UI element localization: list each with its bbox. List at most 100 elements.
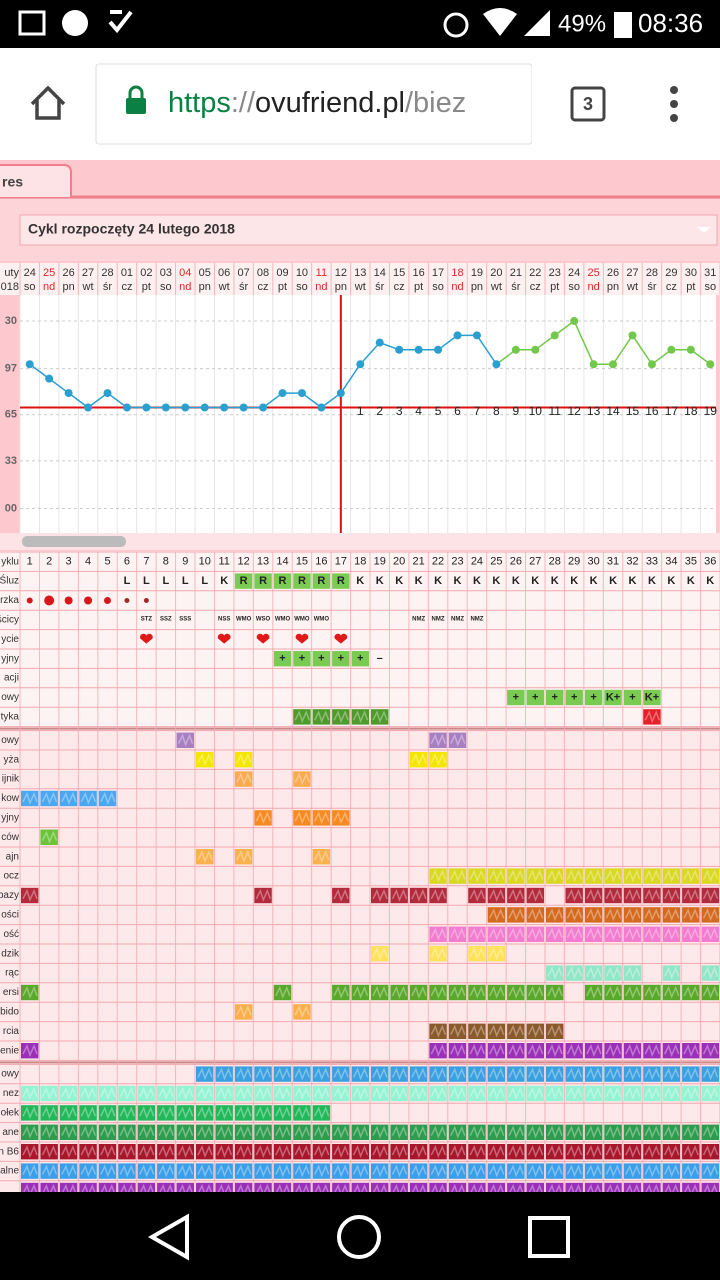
day-mark bbox=[409, 1144, 428, 1160]
cell-text: 32 bbox=[626, 556, 638, 568]
hatch bbox=[197, 850, 213, 864]
recents-button[interactable] bbox=[528, 1216, 570, 1258]
hatch bbox=[702, 1086, 719, 1100]
day-mark bbox=[546, 1163, 564, 1179]
day-mark bbox=[137, 1105, 156, 1121]
day-mark bbox=[371, 887, 389, 904]
hatch bbox=[586, 1044, 602, 1058]
hatch bbox=[80, 1086, 97, 1100]
day-mark bbox=[584, 926, 603, 942]
row-label: kow bbox=[1, 793, 20, 804]
day-mark bbox=[409, 1085, 428, 1102]
hatch bbox=[313, 1086, 330, 1100]
hatch bbox=[508, 1164, 524, 1178]
hatch bbox=[586, 869, 602, 883]
day-mark bbox=[643, 984, 661, 1001]
day-mark bbox=[448, 868, 467, 884]
temperature-point bbox=[317, 403, 326, 412]
hatch bbox=[236, 1106, 252, 1120]
day-mark bbox=[429, 752, 447, 768]
hatch bbox=[352, 985, 369, 999]
highlight-cell bbox=[273, 651, 292, 667]
day-mark bbox=[351, 1066, 369, 1082]
hatch bbox=[469, 1067, 485, 1081]
hatch bbox=[430, 888, 447, 902]
day-mark bbox=[701, 887, 719, 904]
day-mark bbox=[604, 868, 622, 884]
hatch bbox=[275, 1125, 291, 1139]
day-mark bbox=[429, 732, 447, 748]
day-mark bbox=[351, 984, 369, 1001]
cycle-select[interactable] bbox=[19, 214, 718, 246]
hatch bbox=[488, 1125, 505, 1139]
temperature-point bbox=[472, 331, 481, 340]
bleeding-icon bbox=[124, 598, 130, 603]
hatch bbox=[119, 1145, 135, 1159]
day-mark bbox=[448, 1163, 467, 1179]
date-day: 24 bbox=[568, 267, 580, 279]
cell-text: R bbox=[240, 575, 248, 587]
day-mark bbox=[701, 984, 719, 1001]
phase-day: 6 bbox=[454, 404, 461, 418]
home-button[interactable] bbox=[30, 85, 66, 120]
y-tick-label: 33 bbox=[5, 455, 17, 467]
hatch bbox=[391, 1067, 408, 1081]
hatch bbox=[547, 1145, 563, 1159]
hatch bbox=[625, 1044, 641, 1058]
day-mark bbox=[682, 1085, 700, 1102]
cell-text: 18 bbox=[354, 556, 366, 568]
hatch bbox=[663, 869, 680, 883]
day-mark bbox=[701, 926, 719, 942]
row-label: rąc bbox=[5, 968, 19, 979]
hatch bbox=[391, 1125, 408, 1139]
day-mark bbox=[701, 1066, 719, 1082]
scrollbar[interactable] bbox=[22, 536, 126, 547]
back-button[interactable] bbox=[147, 1213, 189, 1261]
day-mark bbox=[487, 946, 506, 962]
hatch bbox=[527, 1067, 544, 1081]
row-label: ości bbox=[1, 910, 19, 921]
cell-text: K bbox=[570, 575, 578, 587]
temperature-point bbox=[84, 403, 93, 412]
day-mark bbox=[273, 1124, 292, 1140]
hatch bbox=[488, 985, 505, 999]
tab-switcher[interactable] bbox=[570, 86, 606, 122]
hatch bbox=[488, 927, 505, 941]
hatch bbox=[625, 1125, 641, 1139]
cell-text: K+ bbox=[606, 691, 620, 703]
date-day: 27 bbox=[626, 267, 638, 279]
day-mark bbox=[526, 1085, 544, 1102]
date-weekday: so bbox=[704, 281, 716, 293]
day-mark bbox=[21, 1043, 39, 1059]
hatch bbox=[177, 1145, 194, 1159]
scroll-track bbox=[0, 533, 720, 550]
day-mark bbox=[254, 810, 272, 826]
hatch bbox=[663, 1067, 680, 1081]
day-mark bbox=[409, 1124, 428, 1140]
app-icon bbox=[62, 10, 88, 36]
day-mark bbox=[643, 1144, 661, 1160]
hatch bbox=[313, 710, 330, 724]
hatch bbox=[333, 888, 349, 902]
day-mark bbox=[21, 1144, 39, 1160]
date-day: 01 bbox=[121, 267, 133, 279]
hatch bbox=[275, 1067, 291, 1081]
hatch bbox=[527, 927, 544, 941]
temperature-point bbox=[531, 345, 540, 354]
cell-text: K bbox=[531, 575, 539, 587]
hatch bbox=[508, 888, 524, 902]
menu-button[interactable] bbox=[670, 86, 678, 122]
day-mark bbox=[546, 1066, 564, 1082]
hatch bbox=[469, 869, 485, 883]
hatch bbox=[197, 1086, 213, 1100]
hatch bbox=[80, 791, 97, 805]
hatch bbox=[547, 985, 563, 999]
cell-text: R bbox=[298, 575, 306, 587]
home-nav-button[interactable] bbox=[337, 1215, 381, 1259]
temperature-point bbox=[609, 360, 618, 369]
temperature-point bbox=[686, 345, 695, 354]
hatch bbox=[488, 1024, 505, 1038]
highlight-cell bbox=[234, 573, 253, 589]
tab[interactable] bbox=[0, 164, 72, 197]
bleeding-icon bbox=[104, 597, 111, 604]
